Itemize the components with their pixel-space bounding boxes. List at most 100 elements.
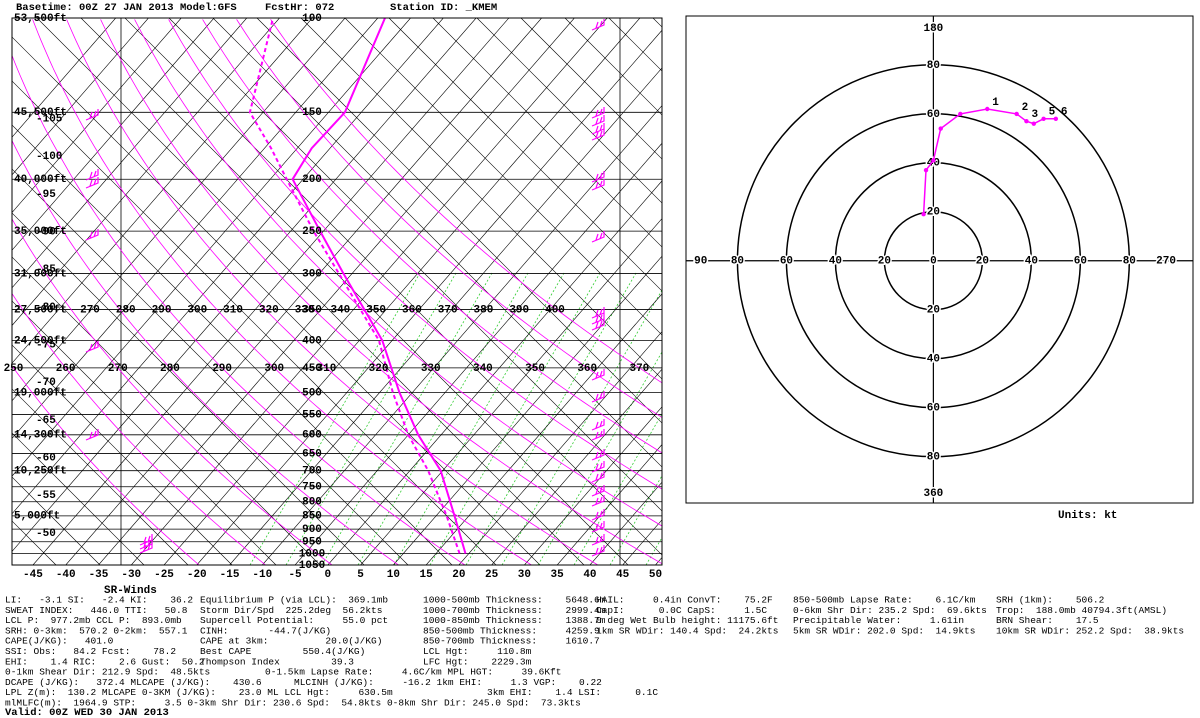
isotherm <box>12 18 346 402</box>
dry-adiabat <box>12 54 466 565</box>
x-tick-label: -10 <box>252 569 272 581</box>
isotherm <box>12 18 444 515</box>
height-label: 35,000ft <box>14 226 67 238</box>
station-id: Station ID: _KMEM <box>390 2 497 14</box>
diagonal-grid <box>12 300 277 565</box>
stat-text: 0 deg Wet Bulb height: 11175.6ft <box>596 615 778 626</box>
hodo-x-label: 90 <box>694 256 707 268</box>
diagonal-grid <box>608 18 662 72</box>
diagonal-grid <box>12 36 541 565</box>
stat-text: DCAPE (J/KG): 372.4 MLCAPE (J/KG): 430.6 <box>5 677 262 688</box>
diagonal-grid <box>12 212 365 565</box>
hodograph-point <box>1053 116 1059 121</box>
hodo-y-label: 80 <box>927 451 940 463</box>
hodo-y-label: 20 <box>927 305 940 317</box>
hodo-y-label: 180 <box>923 23 943 35</box>
hodograph-point <box>958 111 963 117</box>
height-marker-label: 6 <box>1061 107 1068 119</box>
isotherm <box>98 18 575 565</box>
dewpoint-line <box>248 18 461 554</box>
hodograph-point <box>1014 111 1019 117</box>
isotherm <box>360 218 662 565</box>
hodograph-point <box>921 212 926 217</box>
stat-text: 1000-500mb Thickness: 5648.6m <box>423 595 606 606</box>
wind-barb <box>591 171 605 183</box>
isotherm <box>163 18 641 565</box>
pressure-label: 100 <box>302 13 322 25</box>
hodograph-point <box>1041 116 1046 121</box>
hodo-y-label: 360 <box>923 488 943 500</box>
dry-adiabat <box>100 19 662 565</box>
hodo-x-label: 40 <box>1025 256 1038 268</box>
isotherm <box>262 105 662 565</box>
isotherm-label: -90 <box>36 227 56 239</box>
diagonal-grid <box>12 80 497 565</box>
stat-text: Supercell Potential: 55.0 pct <box>200 615 388 626</box>
hodo-x-label: 20 <box>976 256 989 268</box>
dry-adiabat <box>66 19 599 565</box>
hodo-x-label: 40 <box>829 256 842 268</box>
skewt-plot <box>12 18 662 565</box>
height-label: 10,250ft <box>14 466 67 478</box>
pressure-label: 200 <box>302 174 322 186</box>
stat-text: 850-500mb Lapse Rate: 6.1C/km <box>793 595 976 606</box>
dry-adiabat <box>202 19 662 454</box>
theta-label: 270 <box>80 304 100 316</box>
forecast-hour: FcstHr: 072 <box>265 2 334 14</box>
pressure-label: 550 <box>302 409 322 421</box>
diagonal-grid <box>12 520 57 565</box>
diagonal-grid <box>12 124 453 565</box>
theta-label: 320 <box>259 304 279 316</box>
wind-barb <box>591 231 605 243</box>
theta-label: 300 <box>264 363 284 375</box>
stat-text: LFC Hgt: 2229.3m <box>423 656 532 667</box>
stat-text: 1000-700mb Thickness: 2999.4m <box>423 605 606 616</box>
isotherm <box>425 293 662 565</box>
dry-adiabat <box>32 19 532 565</box>
theta-label: 300 <box>187 304 207 316</box>
isotherm <box>458 331 662 565</box>
x-tick-label: -5 <box>288 569 302 581</box>
pressure-label: 300 <box>302 268 322 280</box>
pressure-label: 800 <box>302 497 322 509</box>
wind-barb <box>85 229 99 241</box>
wind-barb <box>591 471 605 483</box>
isotherm <box>196 29 662 565</box>
wind-barb <box>591 179 605 191</box>
stat-text: 3km EHI: 1.4 LSI: 0.1C <box>487 687 658 698</box>
temperature-line <box>291 18 467 554</box>
isotherm <box>12 18 411 477</box>
isotherm-label: -70 <box>36 377 56 389</box>
theta-label: 340 <box>473 363 493 375</box>
diagonal-grid <box>36 18 585 565</box>
hodo-y-label: 20 <box>927 207 940 219</box>
theta-label: 260 <box>56 363 76 375</box>
diagonal-grid <box>12 388 189 565</box>
pressure-label: 250 <box>302 226 322 238</box>
x-tick-label: -25 <box>154 569 174 581</box>
pressure-label: 700 <box>302 466 322 478</box>
pressure-label: 500 <box>302 387 322 399</box>
diagonal-grid <box>256 18 662 424</box>
stat-text: Trop: 188.0mb 40794.3ft(AMSL) <box>996 605 1167 616</box>
stat-text: 0-6km Shr Dir: 235.2 Spd: 69.6kts <box>793 605 987 616</box>
isotherm <box>65 18 542 565</box>
wind-barb <box>85 169 99 181</box>
diagonal-grid <box>300 18 662 380</box>
hodo-x-label: 80 <box>1123 256 1136 268</box>
height-label: 19,000ft <box>14 387 67 399</box>
pressure-label: 900 <box>302 524 322 536</box>
stat-text: 0-1km Shear Dir: 212.9 Spd: 48.5kts <box>5 667 210 678</box>
x-tick-label: -30 <box>121 569 141 581</box>
diagonal-grid <box>12 168 409 565</box>
hodo-y-label: 40 <box>927 158 940 170</box>
wind-barb <box>85 109 99 121</box>
theta-label: 380 <box>474 304 494 316</box>
isotherm-label: -100 <box>36 151 62 163</box>
stat-text: 850-700mb Thickness: 1610.7 <box>423 636 600 647</box>
wind-barb <box>85 429 99 441</box>
dry-adiabat <box>12 365 200 565</box>
stat-text: mlMLFC(m): 1964.9 STP: 3.5 0-3km Shr Dir… <box>5 698 581 709</box>
wind-barb <box>85 341 99 353</box>
hodograph-frame <box>685 15 1194 504</box>
